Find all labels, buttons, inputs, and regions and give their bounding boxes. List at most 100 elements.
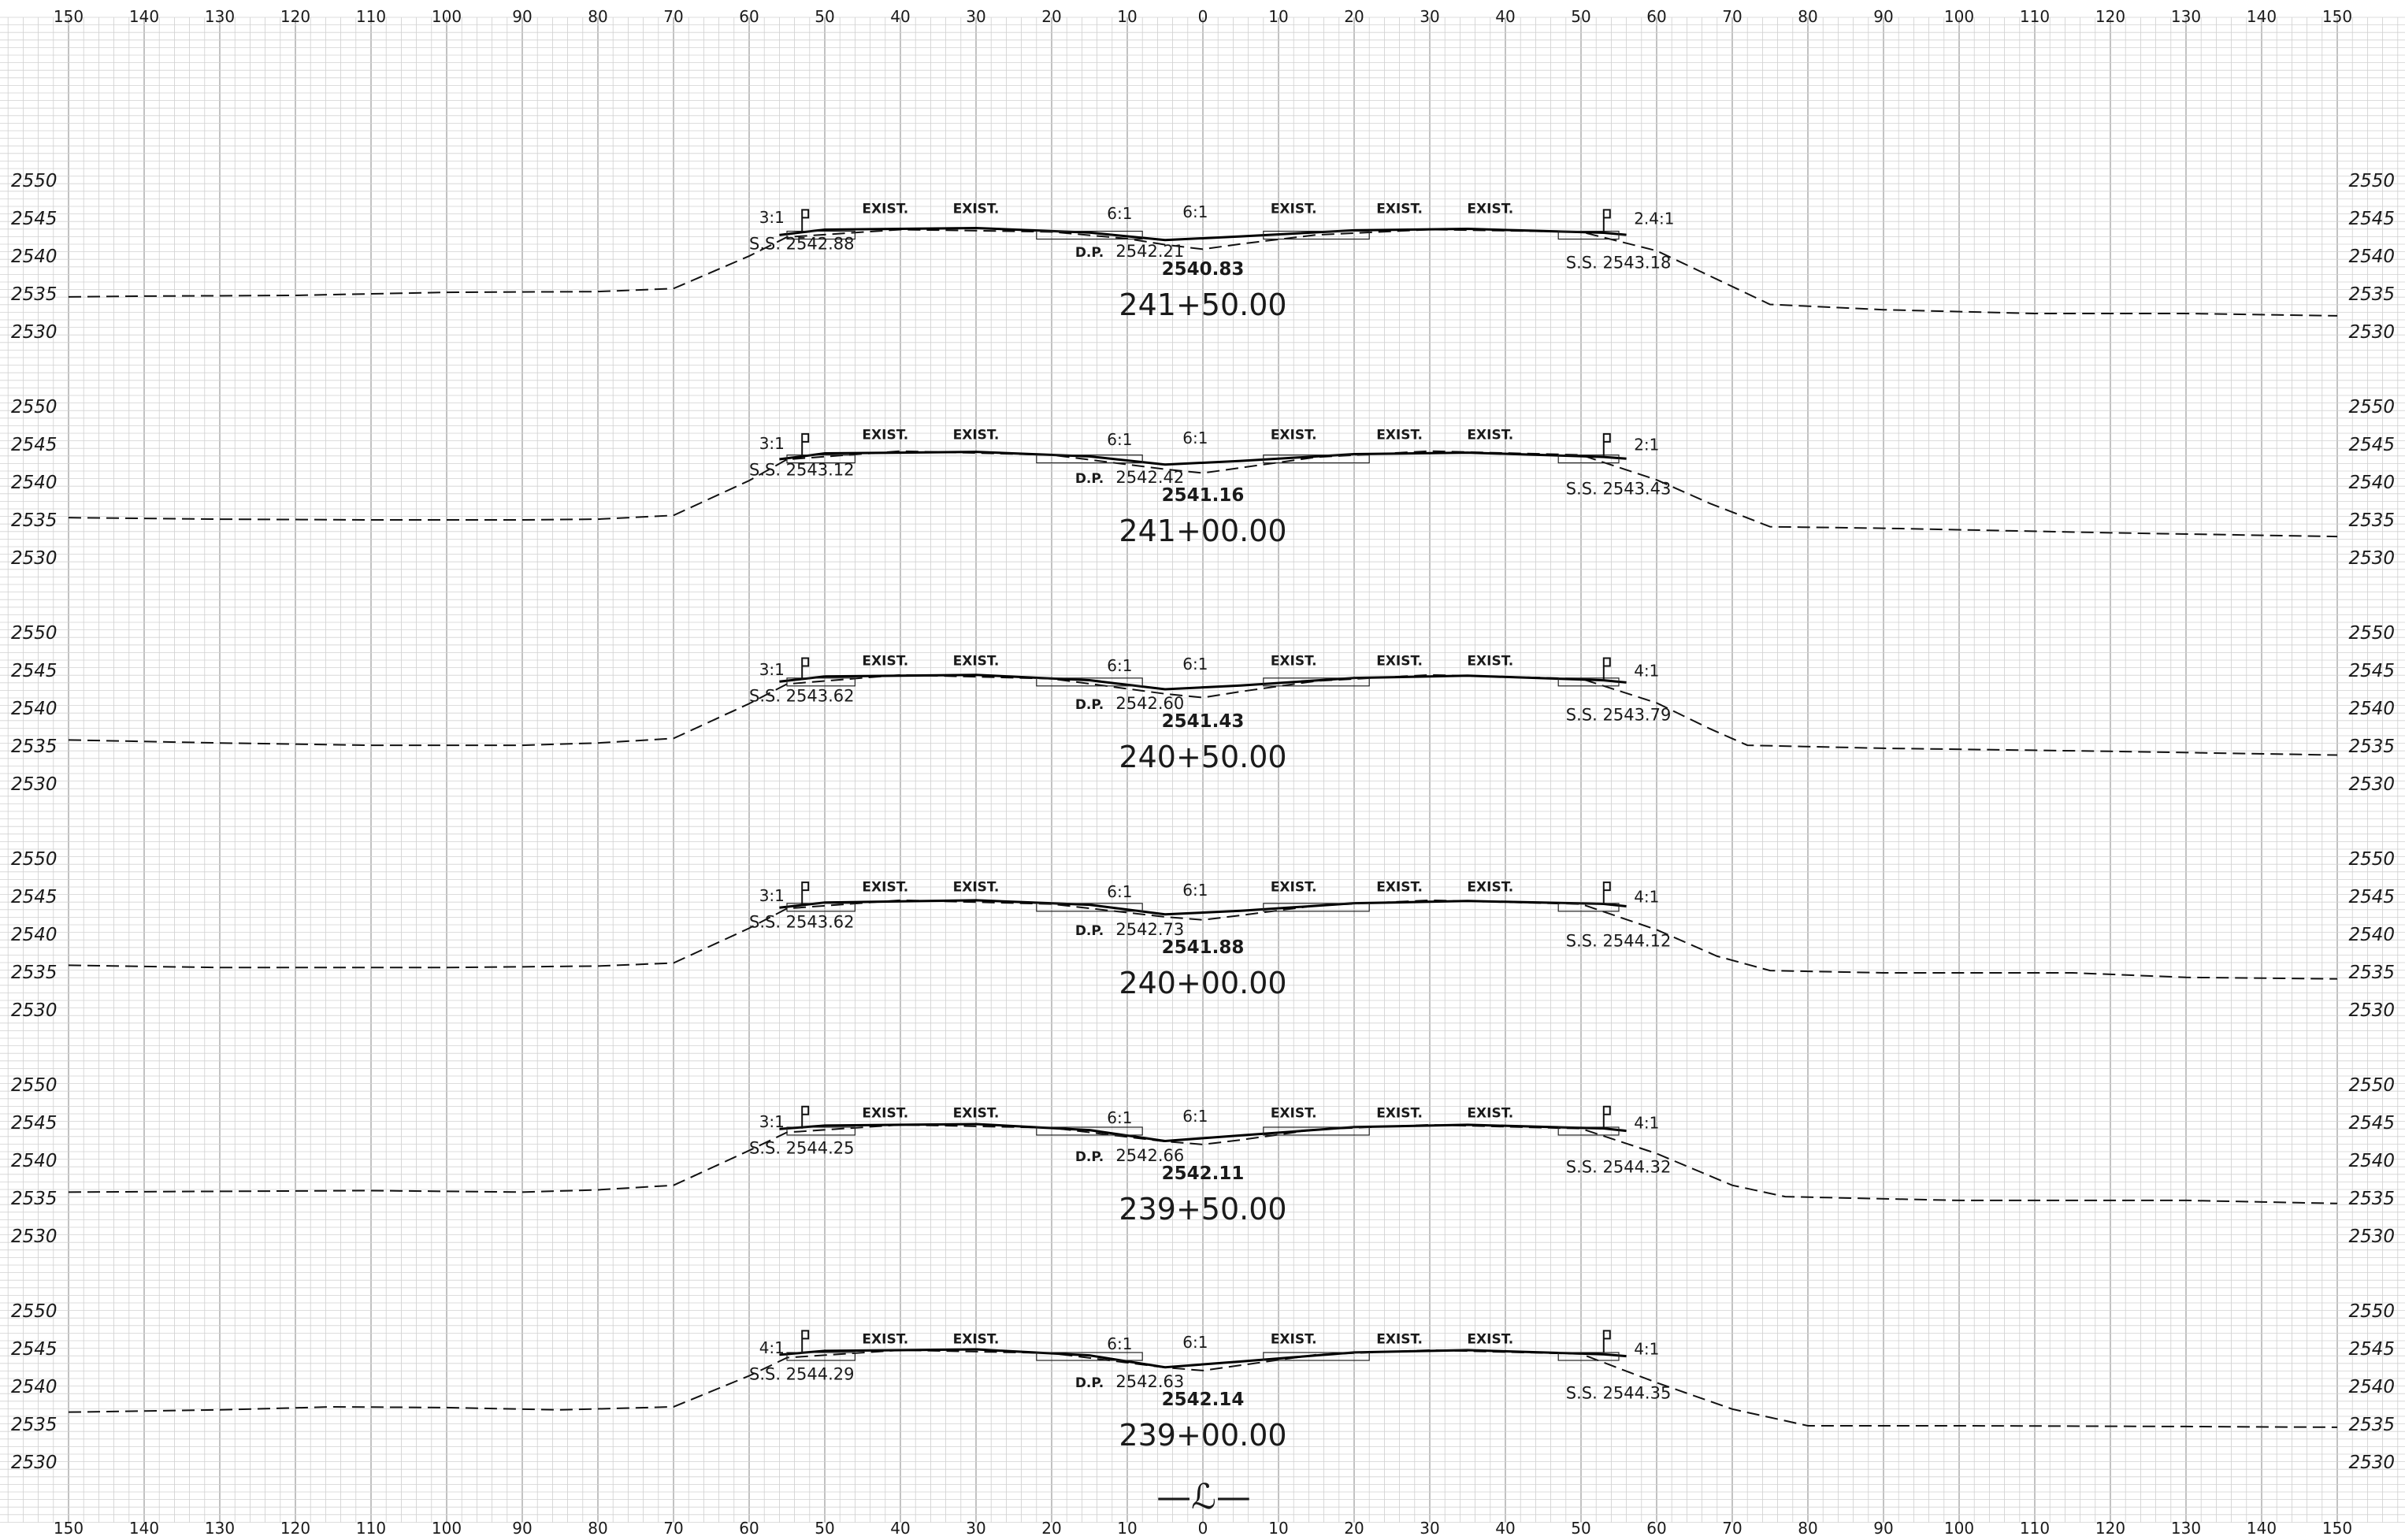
slope-label-mid-left: 6:1 xyxy=(1107,430,1132,449)
slope-label-right: 4:1 xyxy=(1634,1340,1659,1359)
exist-label: EXIST. xyxy=(862,1105,908,1121)
elevation-tick-label: 2545 xyxy=(2348,1113,2395,1134)
dp-value: 2542.73 xyxy=(1115,920,1184,939)
pavement-box xyxy=(1036,677,1143,687)
exist-label: EXIST. xyxy=(862,879,908,895)
exist-label: EXIST. xyxy=(953,1331,1000,1347)
offset-tick-label: 90 xyxy=(1873,1519,1893,1538)
pavement-box xyxy=(1263,1352,1370,1361)
offset-tick-label: 50 xyxy=(1571,1519,1590,1538)
dp-label: D.P. xyxy=(1075,1375,1104,1391)
offset-tick-label: 100 xyxy=(432,7,462,26)
cross-section: 2550 2550 2545 2545 2540 2540 2535 2535 2530 2530… xyxy=(11,397,2395,569)
exist-label: EXIST. xyxy=(953,427,1000,443)
elevation-tick-label: 2540 xyxy=(11,247,58,267)
elevation-tick-label: 2530 xyxy=(11,1453,58,1473)
exist-label: EXIST. xyxy=(953,653,1000,669)
elevation-tick-label: 2535 xyxy=(11,737,58,757)
offset-tick-label: 110 xyxy=(356,1519,386,1538)
post-marker xyxy=(1602,1105,1611,1129)
station-label: 241+00.00 xyxy=(1119,514,1286,548)
elevation-tick-label: 2540 xyxy=(2348,925,2395,945)
exist-label: EXIST. xyxy=(1467,1331,1513,1347)
slope-label-mid-right: 6:1 xyxy=(1182,202,1208,221)
exist-label: EXIST. xyxy=(953,879,1000,895)
pavement-box xyxy=(1036,230,1143,240)
post-marker xyxy=(1602,1330,1611,1353)
elevation-tick-label: 2545 xyxy=(11,435,58,455)
pavement-box xyxy=(786,903,856,912)
station-label: 241+50.00 xyxy=(1119,288,1286,322)
offset-tick-label: 140 xyxy=(129,1519,159,1538)
slope-label-right: 4:1 xyxy=(1634,662,1659,681)
exist-label: EXIST. xyxy=(1467,201,1513,217)
side-slope-right-label: S.S. 2543.18 xyxy=(1566,253,1672,272)
exist-label: EXIST. xyxy=(1467,653,1513,669)
slope-label-right: 4:1 xyxy=(1634,1114,1659,1133)
elevation-tick-label: 2550 xyxy=(11,397,58,417)
elevation-tick-label: 2540 xyxy=(11,1151,58,1171)
post-marker xyxy=(801,881,810,905)
pavement-box xyxy=(1263,1126,1370,1136)
elevation-tick-label: 2535 xyxy=(2348,510,2395,531)
slope-label-mid-right: 6:1 xyxy=(1182,1107,1208,1126)
pavement-box xyxy=(1557,677,1620,687)
offset-tick-label: 20 xyxy=(1344,7,1364,26)
pavement-box xyxy=(786,1126,856,1136)
offset-tick-label: 70 xyxy=(1722,1519,1742,1538)
offset-tick-label: 140 xyxy=(2247,7,2277,26)
exist-label: EXIST. xyxy=(1271,201,1317,217)
pavement-box xyxy=(1036,903,1143,912)
slope-label-mid-right: 6:1 xyxy=(1182,1333,1208,1352)
exist-label: EXIST. xyxy=(1271,1331,1317,1347)
side-slope-left-label: S.S. 2542.88 xyxy=(749,234,855,253)
offset-tick-label: 120 xyxy=(280,1519,310,1538)
slope-label-left: 3:1 xyxy=(759,660,785,679)
centerline-symbol: —ℒ— xyxy=(1156,1477,1251,1517)
station-label: 240+00.00 xyxy=(1119,966,1286,1000)
subgrade-elevation: 2541.16 xyxy=(1162,485,1245,506)
elevation-tick-label: 2545 xyxy=(11,1113,58,1134)
elevation-tick-label: 2535 xyxy=(2348,1189,2395,1209)
elevation-tick-label: 2535 xyxy=(11,284,58,305)
pavement-box xyxy=(1557,903,1620,912)
subgrade-elevation: 2541.43 xyxy=(1162,711,1245,732)
proposed-grade-line xyxy=(779,674,1627,691)
elevation-tick-label: 2530 xyxy=(2348,322,2395,343)
dp-value: 2542.21 xyxy=(1115,242,1184,261)
offset-tick-label: 0 xyxy=(1198,1519,1208,1538)
grid xyxy=(0,17,2405,1523)
pavement-box xyxy=(1557,1126,1620,1136)
slope-label-right: 2:1 xyxy=(1634,436,1659,455)
elevation-tick-label: 2540 xyxy=(2348,1151,2395,1171)
cross-section: 2550 2550 2545 2545 2540 2540 2535 2535 2530 2530… xyxy=(11,623,2395,795)
exist-label: EXIST. xyxy=(1271,879,1317,895)
elevation-tick-label: 2545 xyxy=(11,209,58,229)
elevation-tick-label: 2545 xyxy=(11,661,58,681)
elevation-tick-label: 2540 xyxy=(11,925,58,945)
post-marker xyxy=(801,432,810,456)
offset-tick-label: 110 xyxy=(2020,7,2050,26)
elevation-tick-label: 2545 xyxy=(2348,1339,2395,1360)
subgrade-elevation: 2542.14 xyxy=(1162,1390,1245,1410)
slope-label-right: 4:1 xyxy=(1634,888,1659,907)
elevation-tick-label: 2530 xyxy=(2348,1226,2395,1247)
elevation-tick-label: 2535 xyxy=(11,1189,58,1209)
side-slope-left-label: S.S. 2544.29 xyxy=(749,1364,855,1383)
exist-label: EXIST. xyxy=(1376,427,1423,443)
exist-label: EXIST. xyxy=(1376,201,1423,217)
existing-ground-line xyxy=(68,450,2338,538)
offset-tick-label: 30 xyxy=(966,7,985,26)
exist-label: EXIST. xyxy=(1376,1105,1423,1121)
offset-tick-label: 60 xyxy=(1646,7,1666,26)
elevation-tick-label: 2550 xyxy=(2348,1075,2395,1096)
dp-value: 2542.60 xyxy=(1115,694,1184,713)
exist-label: EXIST. xyxy=(1467,879,1513,895)
slope-label-left: 3:1 xyxy=(759,434,785,453)
existing-ground-line xyxy=(68,674,2338,756)
offset-tick-label: 70 xyxy=(663,1519,683,1538)
existing-ground-line xyxy=(68,1123,2338,1204)
post-marker xyxy=(801,1330,810,1353)
side-slope-right-label: S.S. 2544.12 xyxy=(1566,931,1672,950)
exist-label: EXIST. xyxy=(862,201,908,217)
